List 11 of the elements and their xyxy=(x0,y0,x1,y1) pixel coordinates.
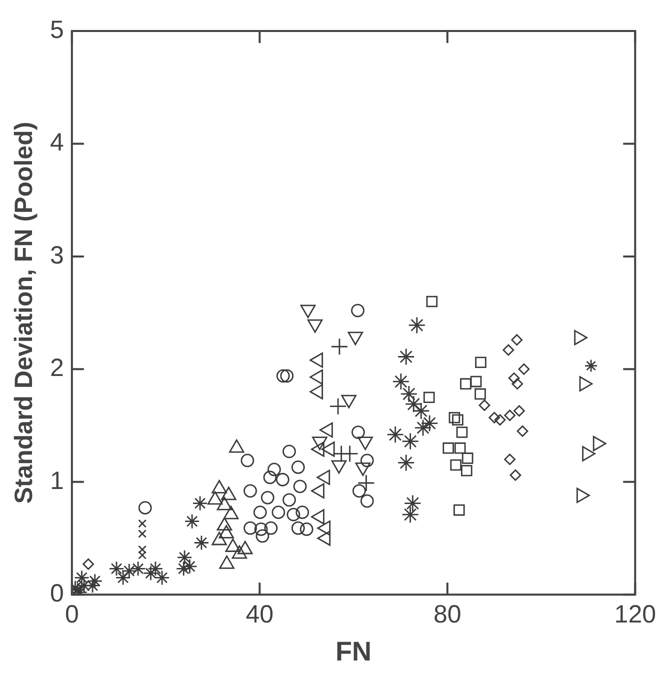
y-axis-title: Standard Deviation, FN (Pooled) xyxy=(10,122,38,504)
y-tick-label: 5 xyxy=(50,16,64,44)
y-tick-label: 1 xyxy=(50,466,64,495)
y-tick-label: 4 xyxy=(50,128,64,157)
y-tick-label: 0 xyxy=(50,579,64,608)
x-tick-label: 80 xyxy=(433,600,462,628)
y-tick-label: 3 xyxy=(50,241,64,270)
x-tick-label: 40 xyxy=(246,600,274,628)
y-tick-label: 2 xyxy=(50,354,64,382)
x-axis-title: FN xyxy=(336,636,372,666)
x-tick-label: 120 xyxy=(614,600,656,628)
